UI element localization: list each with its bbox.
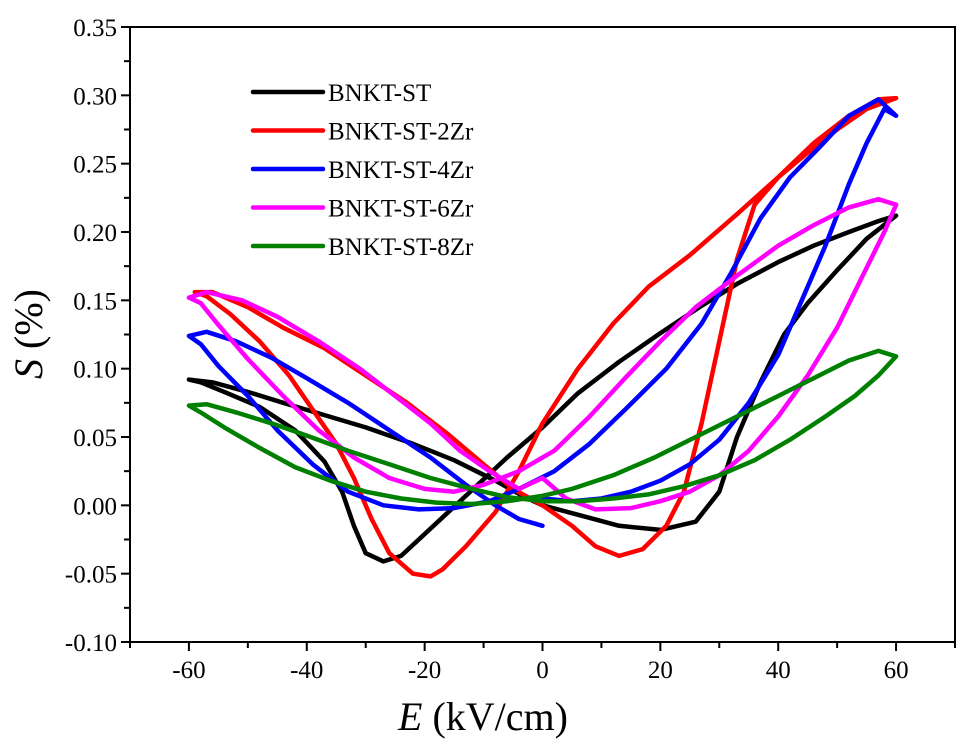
legend-label: BNKT-ST-6Zr: [328, 196, 474, 223]
x-tick-label: 20: [648, 657, 673, 684]
y-tick-label: 0.30: [73, 83, 117, 110]
x-tick-label: -40: [290, 657, 323, 684]
x-axis-ticks: -60 -40 -20 0 20 40 60: [129, 642, 956, 684]
legend-label: BNKT-ST-2Zr: [328, 119, 474, 146]
x-axis-symbol: E: [397, 694, 422, 739]
y-tick-label: 0.25: [73, 152, 117, 179]
series-line-bnkt-st-6zr: [186, 196, 899, 512]
y-axis-title: S (%): [6, 289, 51, 379]
y-tick-label: 0.05: [73, 425, 117, 452]
series-line-bnkt-st-4zr: [186, 97, 899, 529]
x-tick-label: -60: [172, 657, 205, 684]
legend-label: BNKT-ST-8Zr: [328, 234, 474, 261]
x-tick-label: 40: [766, 657, 791, 684]
legend: BNKT-ST BNKT-ST-2Zr BNKT-ST-4Zr BNKT-ST-6Zr…: [250, 80, 474, 261]
y-axis-ticks: -0.10 -0.05 0.00 0.05 0.10 0.15 0.20 0.25 0.30 0.…: [65, 15, 130, 657]
y-tick-label: 0.20: [73, 220, 117, 247]
legend-label: BNKT-ST: [328, 80, 431, 107]
series-group: [186, 95, 899, 579]
y-tick-label: -0.10: [65, 630, 117, 657]
y-axis-unit: (%): [6, 289, 51, 359]
y-tick-label: 0.35: [73, 15, 117, 42]
x-axis-unit: (kV/cm): [422, 694, 568, 739]
y-axis-symbol: S: [6, 359, 51, 379]
x-axis-title: E (kV/cm): [397, 694, 568, 739]
x-tick-label: 0: [536, 657, 549, 684]
x-tick-label: 60: [884, 657, 909, 684]
y-tick-label: 0.00: [73, 493, 117, 520]
y-tick-label: 0.15: [73, 288, 117, 315]
y-tick-label: -0.05: [65, 562, 117, 589]
y-tick-label: 0.10: [73, 357, 117, 384]
legend-label: BNKT-ST-4Zr: [328, 157, 474, 184]
x-tick-label: -20: [408, 657, 441, 684]
series-line-bnkt-st-8zr: [186, 348, 899, 507]
